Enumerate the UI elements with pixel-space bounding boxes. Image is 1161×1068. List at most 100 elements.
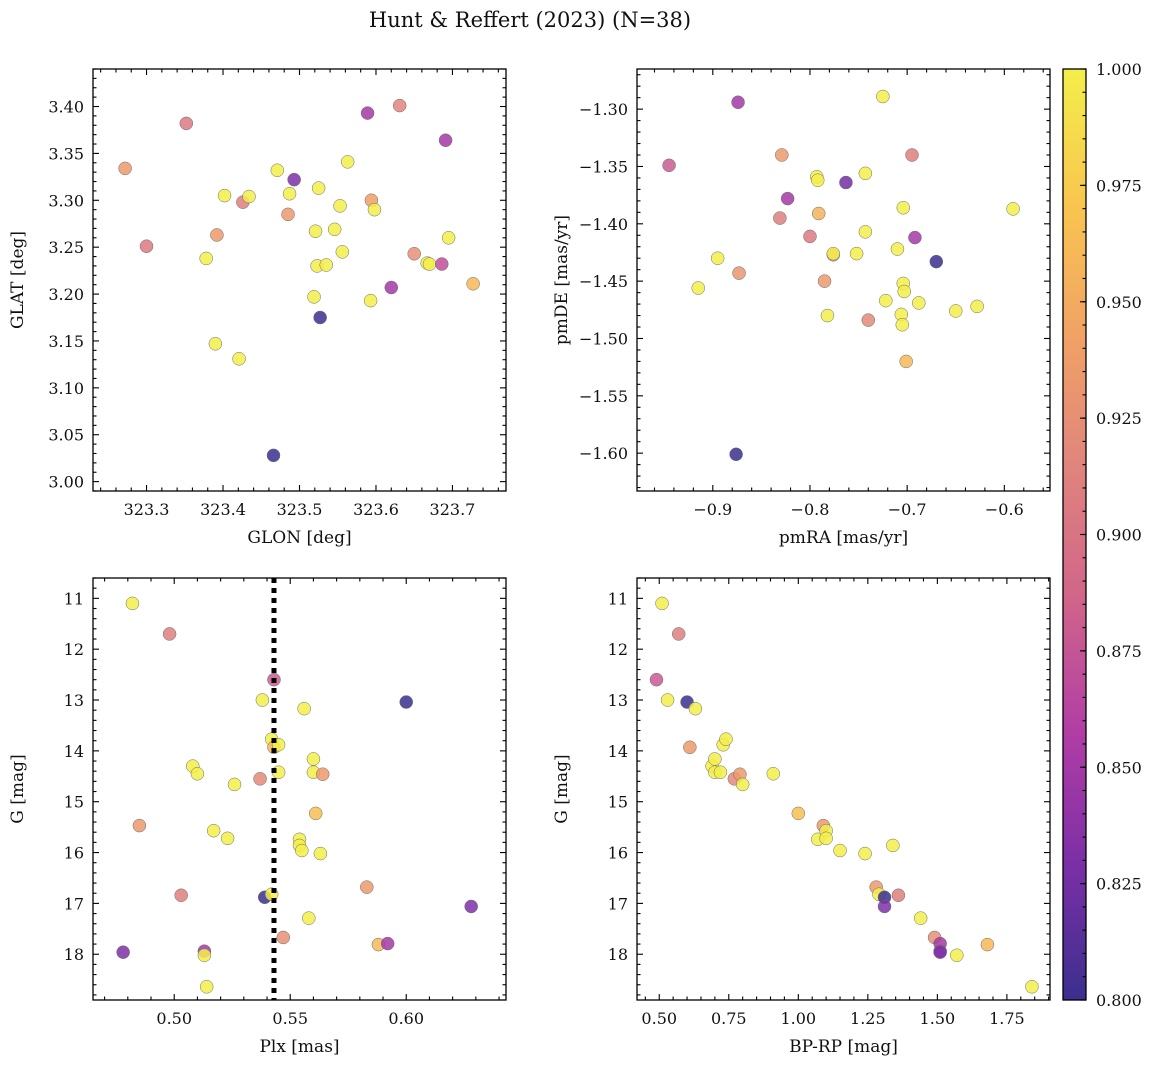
data-point [255, 693, 270, 707]
data-point [132, 818, 147, 833]
y-tick-label: 3.40 [48, 98, 84, 117]
data-point [660, 693, 675, 707]
data-point [220, 831, 235, 846]
y-axis-label: G [mag] [8, 754, 28, 823]
y-tick-label: 3.05 [48, 426, 84, 445]
y-tick-label: −1.45 [579, 272, 628, 291]
x-tick-label: −0.9 [693, 500, 732, 519]
x-tick-label: 323.6 [353, 500, 399, 519]
y-tick-label: 11 [64, 589, 84, 608]
y-tick-label: 16 [608, 844, 628, 863]
x-axis-label: Plx [mas] [259, 1037, 339, 1057]
data-point [719, 732, 733, 746]
y-tick-label: 16 [64, 844, 84, 863]
data-point [162, 627, 177, 641]
data-point [819, 831, 833, 846]
data-point [708, 752, 722, 766]
data-point [913, 911, 928, 925]
data-point [282, 186, 297, 201]
y-tick-label: 15 [608, 793, 628, 812]
data-point [199, 980, 214, 994]
data-point [899, 354, 913, 369]
y-tick-label: −1.40 [579, 215, 628, 234]
x-tick-label: 0.50 [641, 1009, 677, 1028]
data-point [302, 911, 316, 925]
x-tick-label: 0.75 [711, 1009, 747, 1028]
y-axis-label: G [mag] [552, 754, 572, 823]
colorbar-tick-label: 0.975 [1096, 176, 1142, 195]
data-point [281, 207, 295, 222]
ticks: 323.3 323.4 323.5 323.6 323.7 3.00 3.05 3.10 3.1… [48, 68, 506, 519]
y-tick-label: 17 [64, 894, 84, 913]
data-point [190, 766, 205, 781]
data-point [139, 239, 154, 253]
data-point [912, 296, 926, 310]
data-point [879, 293, 893, 308]
data-point [886, 838, 900, 853]
y-tick-label: 14 [64, 742, 84, 761]
colorbar-tick-label: 0.850 [1096, 758, 1142, 777]
data-point [392, 98, 407, 113]
data-point [729, 447, 743, 462]
x-tick-label: −0.8 [791, 500, 830, 519]
data-point [308, 806, 323, 821]
y-tick-label: 12 [64, 640, 84, 659]
axes-frame [636, 68, 1051, 492]
x-tick-label: 323.4 [200, 500, 246, 519]
y-tick-label: −1.50 [579, 329, 628, 348]
scatter-points [118, 98, 480, 463]
data-point [232, 352, 246, 366]
x-tick-label: 1.75 [989, 1009, 1025, 1028]
data-point [297, 701, 311, 716]
data-point [858, 846, 872, 861]
data-point [791, 806, 806, 821]
colorbar: 0.800 0.825 0.850 0.875 0.900 0.925 0.950 0.975… [1062, 60, 1142, 1010]
y-tick-label: 3.00 [48, 473, 84, 492]
y-tick-label: 3.10 [48, 379, 84, 398]
data-point [464, 899, 478, 914]
panel-bprp-g: 0.50 0.75 1.00 1.25 1.50 1.75 11 12 13 14 15 16 17 18… [552, 577, 1051, 1057]
x-tick-label: 1.50 [920, 1009, 956, 1028]
y-tick-label: 12 [608, 640, 628, 659]
data-point [948, 304, 963, 318]
data-point [780, 191, 795, 206]
data-point [266, 448, 281, 463]
data-point [311, 181, 326, 195]
data-point [773, 211, 787, 225]
x-tick-label: 1.25 [850, 1009, 886, 1028]
data-point [649, 672, 664, 687]
data-point [877, 899, 892, 914]
data-point [399, 695, 413, 709]
data-point [227, 777, 242, 792]
data-point [276, 930, 291, 945]
data-point [197, 948, 212, 963]
panel-glon-glat: 323.3 323.4 323.5 323.6 323.7 3.00 3.05 3.10 3.1… [8, 68, 507, 548]
data-point [384, 280, 399, 295]
data-point [1006, 202, 1020, 216]
data-point [858, 225, 873, 239]
data-point [662, 158, 676, 173]
data-point [803, 229, 817, 244]
data-point [438, 133, 453, 148]
data-point [731, 95, 745, 110]
x-axis-label: GLON [deg] [247, 528, 351, 548]
colorbar-frame [1062, 68, 1087, 1001]
x-tick-label: 323.7 [430, 500, 476, 519]
data-point [691, 281, 705, 295]
y-axis-label: GLAT [deg] [8, 231, 28, 329]
y-tick-label: 11 [608, 589, 628, 608]
data-point [710, 251, 725, 265]
x-tick-label: 0.55 [272, 1009, 308, 1028]
panels: 323.3 323.4 323.5 323.6 323.7 3.00 3.05 3.10 3.1… [8, 68, 1051, 1057]
data-point [287, 172, 301, 187]
data-point [849, 246, 864, 261]
data-point [905, 148, 919, 162]
data-point [897, 284, 911, 299]
x-axis-label: pmRA [mas/yr] [779, 528, 908, 548]
data-point [683, 740, 697, 755]
colorbar-tick-label: 0.900 [1096, 526, 1142, 545]
x-axis-label: BP-RP [mag] [789, 1037, 898, 1057]
data-point [199, 251, 213, 266]
data-point [253, 772, 267, 786]
data-point [861, 313, 876, 327]
